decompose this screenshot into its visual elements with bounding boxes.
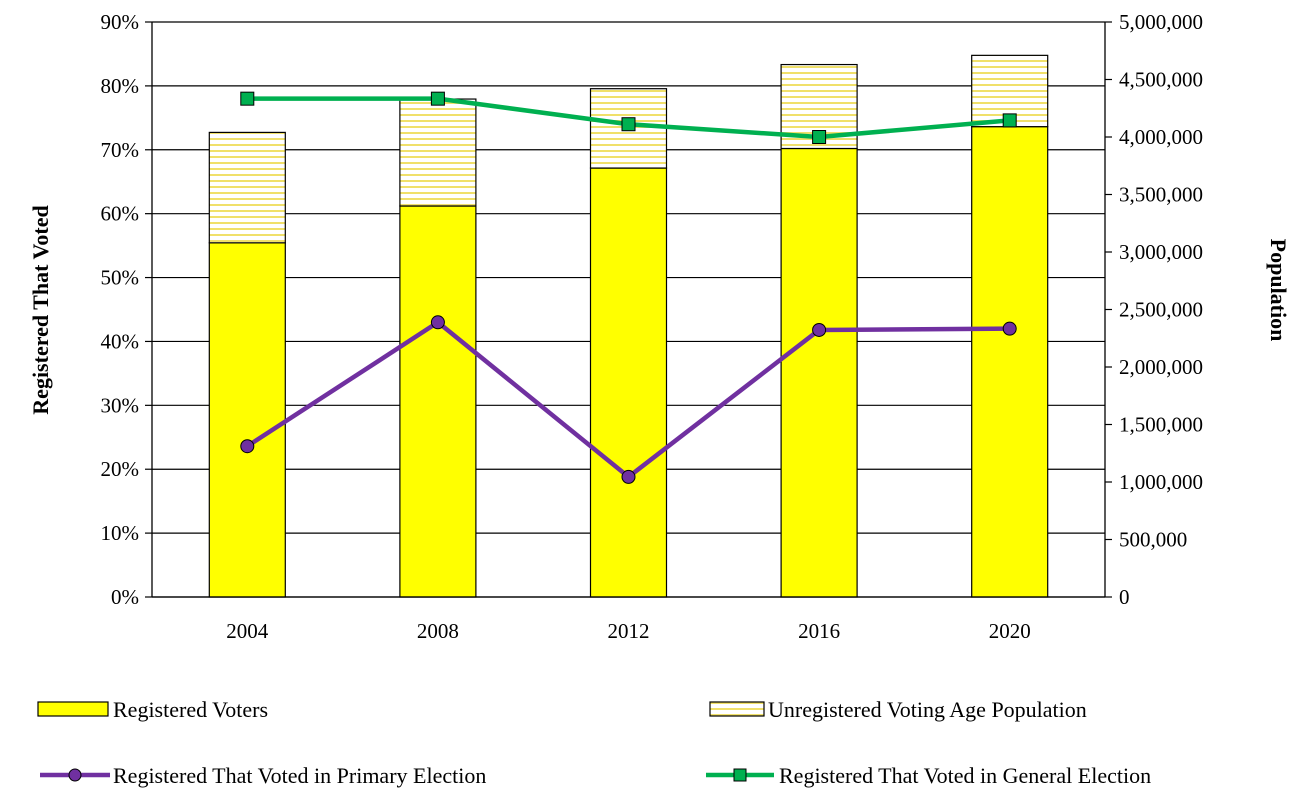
lines xyxy=(240,91,1017,484)
x-tick-label: 2008 xyxy=(417,619,459,643)
bar-registered-2012 xyxy=(589,167,668,598)
legend-label-registered-voters: Registered Voters xyxy=(113,697,268,722)
point-general-2008 xyxy=(430,91,445,106)
y-left-tick-label: 30% xyxy=(101,393,140,417)
y-left-tick-label: 0% xyxy=(111,585,139,609)
x-tick-label: 2020 xyxy=(989,619,1031,643)
y-right-tick-label: 4,500,000 xyxy=(1119,68,1203,92)
bars xyxy=(208,54,1049,598)
y-right-tick-label: 5,000,000 xyxy=(1119,10,1203,34)
legend-swatch-registered-voters xyxy=(37,701,109,717)
y-left-tick-label: 70% xyxy=(101,138,140,162)
y-right-tick-label: 1,500,000 xyxy=(1119,413,1203,437)
legend-item-primary: Registered That Voted in Primary Electio… xyxy=(40,763,486,788)
bar-unregistered-2008 xyxy=(399,98,477,207)
legend-marker-general xyxy=(733,768,747,782)
x-tick-label: 2012 xyxy=(608,619,650,643)
bar-registered-2008 xyxy=(399,205,477,598)
y-right-tick-label: 3,500,000 xyxy=(1119,183,1203,207)
point-general-2004 xyxy=(240,91,255,106)
y-left-tick-label: 90% xyxy=(101,10,140,34)
legend-item-unregistered: Unregistered Voting Age Population xyxy=(709,697,1087,722)
y-left-axis-title: Registered That Voted xyxy=(28,205,53,414)
y-right-tick-label: 2,000,000 xyxy=(1119,355,1203,379)
legend-item-registered-voters: Registered Voters xyxy=(37,697,268,722)
y-left-tick-label: 50% xyxy=(101,266,140,290)
legend-item-general: Registered That Voted in General Electio… xyxy=(706,763,1151,788)
legend-label-unregistered: Unregistered Voting Age Population xyxy=(768,697,1087,722)
y-left-tick-label: 60% xyxy=(101,202,140,226)
y-right-tick-label: 4,000,000 xyxy=(1119,125,1203,149)
axes xyxy=(145,21,1112,598)
y-left-tick-label: 20% xyxy=(101,457,140,481)
legend-label-general: Registered That Voted in General Electio… xyxy=(779,763,1151,788)
bar-registered-2020 xyxy=(971,126,1049,598)
y-left-tick-label: 10% xyxy=(101,521,140,545)
tick-labels: 0% 10% 20% 30% 40% 50% 60% 70% 80% 90% 0 500,000 1,0… xyxy=(101,10,1204,643)
legend: Registered Voters Unregistered Voting Ag… xyxy=(37,697,1151,788)
legend-swatch-unregistered xyxy=(709,701,765,717)
legend-label-primary: Registered That Voted in Primary Electio… xyxy=(113,763,486,788)
point-general-2016 xyxy=(812,130,827,144)
bar-registered-2004 xyxy=(208,242,286,598)
legend-marker-primary xyxy=(68,768,82,782)
point-general-2020 xyxy=(1002,113,1017,128)
point-primary-2012 xyxy=(621,469,636,484)
point-general-2012 xyxy=(621,117,636,132)
y-right-axis-title: Population xyxy=(1266,239,1291,342)
point-primary-2004 xyxy=(240,439,255,454)
x-tick-label: 2004 xyxy=(226,619,269,643)
x-tick-label: 2016 xyxy=(798,619,840,643)
y-right-tick-label: 1,000,000 xyxy=(1119,470,1203,494)
point-primary-2020 xyxy=(1002,321,1017,336)
y-right-tick-label: 0 xyxy=(1119,585,1130,609)
y-left-tick-label: 80% xyxy=(101,74,140,98)
y-right-tick-label: 500,000 xyxy=(1119,528,1187,552)
bar-unregistered-2004 xyxy=(208,131,286,244)
point-primary-2008 xyxy=(430,315,445,330)
y-right-tick-label: 3,000,000 xyxy=(1119,240,1203,264)
y-right-tick-label: 2,500,000 xyxy=(1119,298,1203,322)
point-primary-2016 xyxy=(812,322,827,337)
bar-registered-2016 xyxy=(780,147,858,598)
y-left-tick-label: 40% xyxy=(101,329,140,353)
